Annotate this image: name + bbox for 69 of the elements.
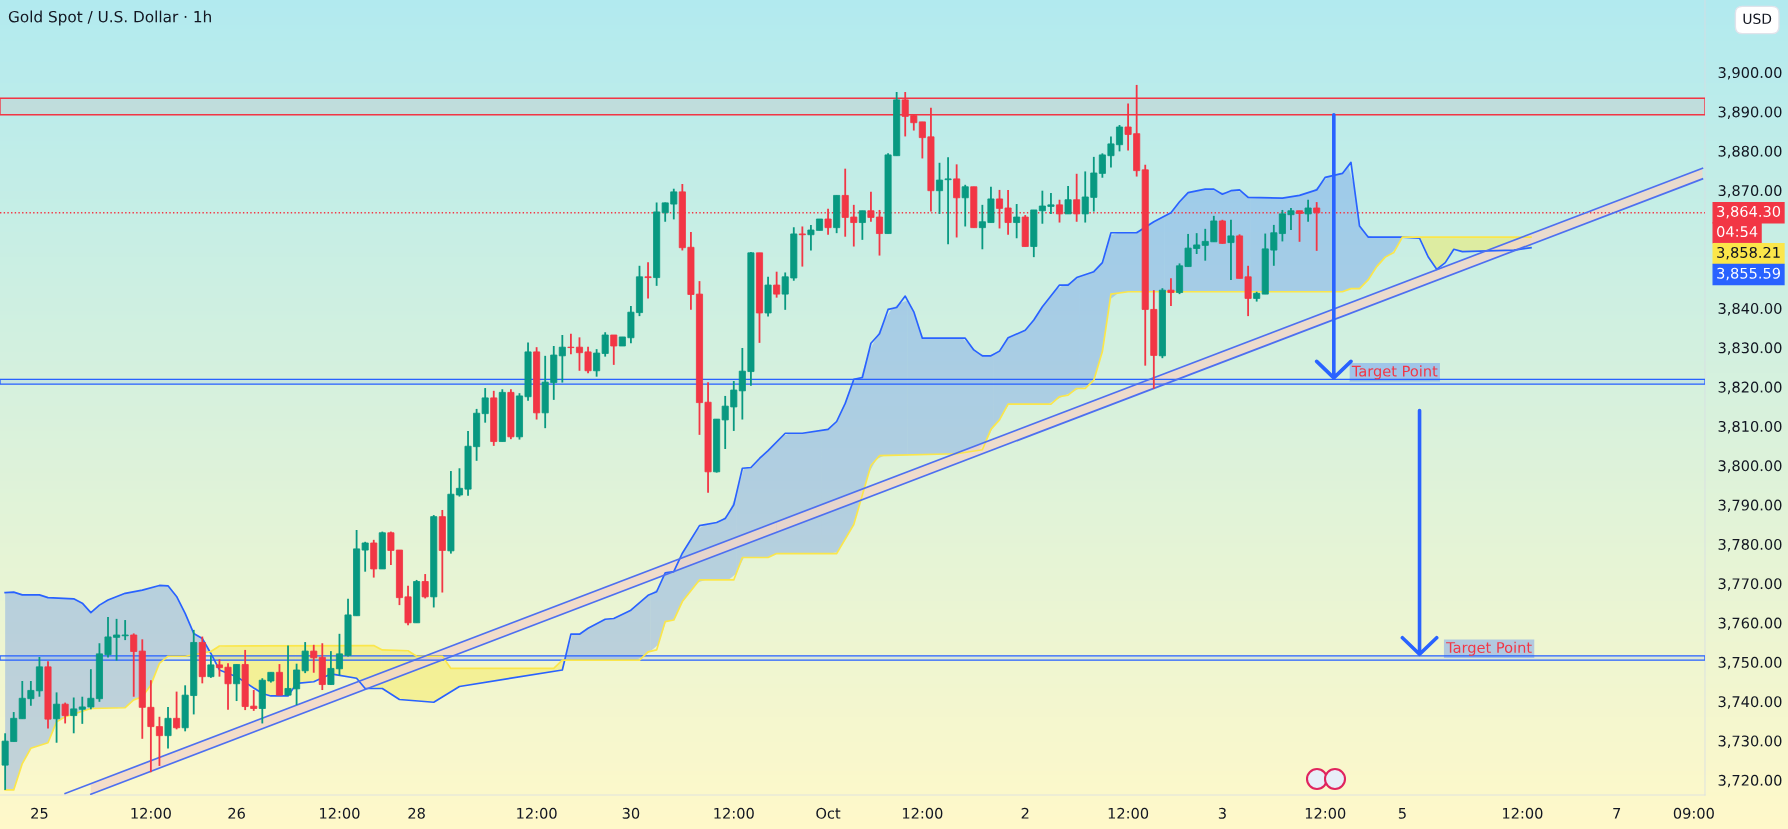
- candlestick: [644, 261, 652, 300]
- x-tick-label: 3: [1218, 807, 1226, 819]
- y-axis-title: USD: [1743, 13, 1772, 25]
- x-tick-label: 25: [31, 807, 48, 819]
- candlestick: [233, 663, 241, 702]
- candlestick: [1073, 172, 1081, 223]
- x-tick-label: 12:00: [320, 807, 360, 819]
- y-tick-label: 3,760.00: [1718, 617, 1782, 631]
- x-tick-label: 5: [1398, 807, 1406, 819]
- annotation: Target Point: [1351, 365, 1438, 380]
- candlestick: [1064, 185, 1072, 215]
- candlestick: [961, 183, 969, 228]
- candlestick: [1304, 198, 1312, 223]
- y-tick-label: 3,900.00: [1718, 67, 1782, 80]
- text: Gold Spot / U.S. Dollar · 1h: [8, 10, 211, 26]
- candlestick: [173, 690, 181, 731]
- annotation: Target Point: [1446, 641, 1532, 656]
- x-tick-label: 12:00: [1305, 807, 1346, 819]
- candlestick: [70, 696, 78, 735]
- y-tick-label: 3,800.00: [1718, 460, 1782, 473]
- candlestick: [130, 632, 138, 698]
- y-tick-label: 3,820.00: [1718, 381, 1782, 395]
- candlestick: [61, 701, 69, 725]
- x-tick-label: 12:00: [714, 807, 754, 819]
- text: 3,855.59: [1717, 267, 1781, 281]
- y-tick-label: 3,770.00: [1718, 578, 1782, 591]
- x-tick-label: Oct: [816, 807, 841, 819]
- line-series: [4, 236, 1532, 791]
- x-tick-label: 2: [1021, 807, 1029, 819]
- candlestick: [1167, 277, 1175, 307]
- candlestick: [798, 225, 806, 268]
- y-tick-label: 3,740.00: [1718, 696, 1782, 709]
- candlestick: [610, 334, 618, 366]
- x-tick-label: 26: [228, 807, 245, 819]
- y-tick-label: 3,780.00: [1718, 538, 1782, 552]
- candlestick: [558, 334, 566, 384]
- candlestick: [310, 643, 318, 674]
- x-tick-label: 12:00: [902, 807, 943, 819]
- text: 3,858.21: [1717, 246, 1780, 260]
- x-tick-label: 12:00: [131, 807, 171, 819]
- candlestick: [1013, 203, 1021, 240]
- ref-line-label: 3,864.30: [1717, 205, 1781, 219]
- x-tick-label: 09:00: [1673, 807, 1714, 819]
- candlestick: [1056, 198, 1064, 224]
- y-tick-label: 3,810.00: [1718, 420, 1782, 434]
- candlestick: [858, 209, 866, 241]
- candlestick: [421, 573, 429, 600]
- candlestick: [1227, 218, 1235, 281]
- x-tick-label: 7: [1613, 807, 1621, 819]
- x-tick-label: 12:00: [517, 807, 557, 819]
- candlestick: [773, 270, 781, 299]
- y-tick-label: 3,890.00: [1718, 106, 1782, 119]
- x-tick-label: 12:00: [1108, 807, 1149, 819]
- y-tick-label: 3,750.00: [1718, 656, 1782, 670]
- y-tick-label: 3,730.00: [1718, 735, 1782, 748]
- y-tick-label: 3,720.00: [1718, 774, 1782, 788]
- y-tick-label: 3,790.00: [1718, 499, 1782, 513]
- x-tick-label: 30: [622, 807, 640, 819]
- x-tick-label: 28: [408, 807, 425, 819]
- x-tick-label: 12:00: [1503, 807, 1543, 819]
- candlestick: [207, 654, 215, 679]
- y-tick-label: 3,830.00: [1718, 342, 1782, 355]
- y-tick-label: 3,840.00: [1718, 302, 1782, 316]
- y-tick-label: 3,880.00: [1718, 145, 1782, 159]
- candlestick: [53, 691, 61, 744]
- y-tick-label: 3,870.00: [1718, 185, 1782, 198]
- candlestick: [275, 663, 283, 697]
- text: 04:54: [1717, 226, 1758, 238]
- candlestick: [164, 706, 172, 750]
